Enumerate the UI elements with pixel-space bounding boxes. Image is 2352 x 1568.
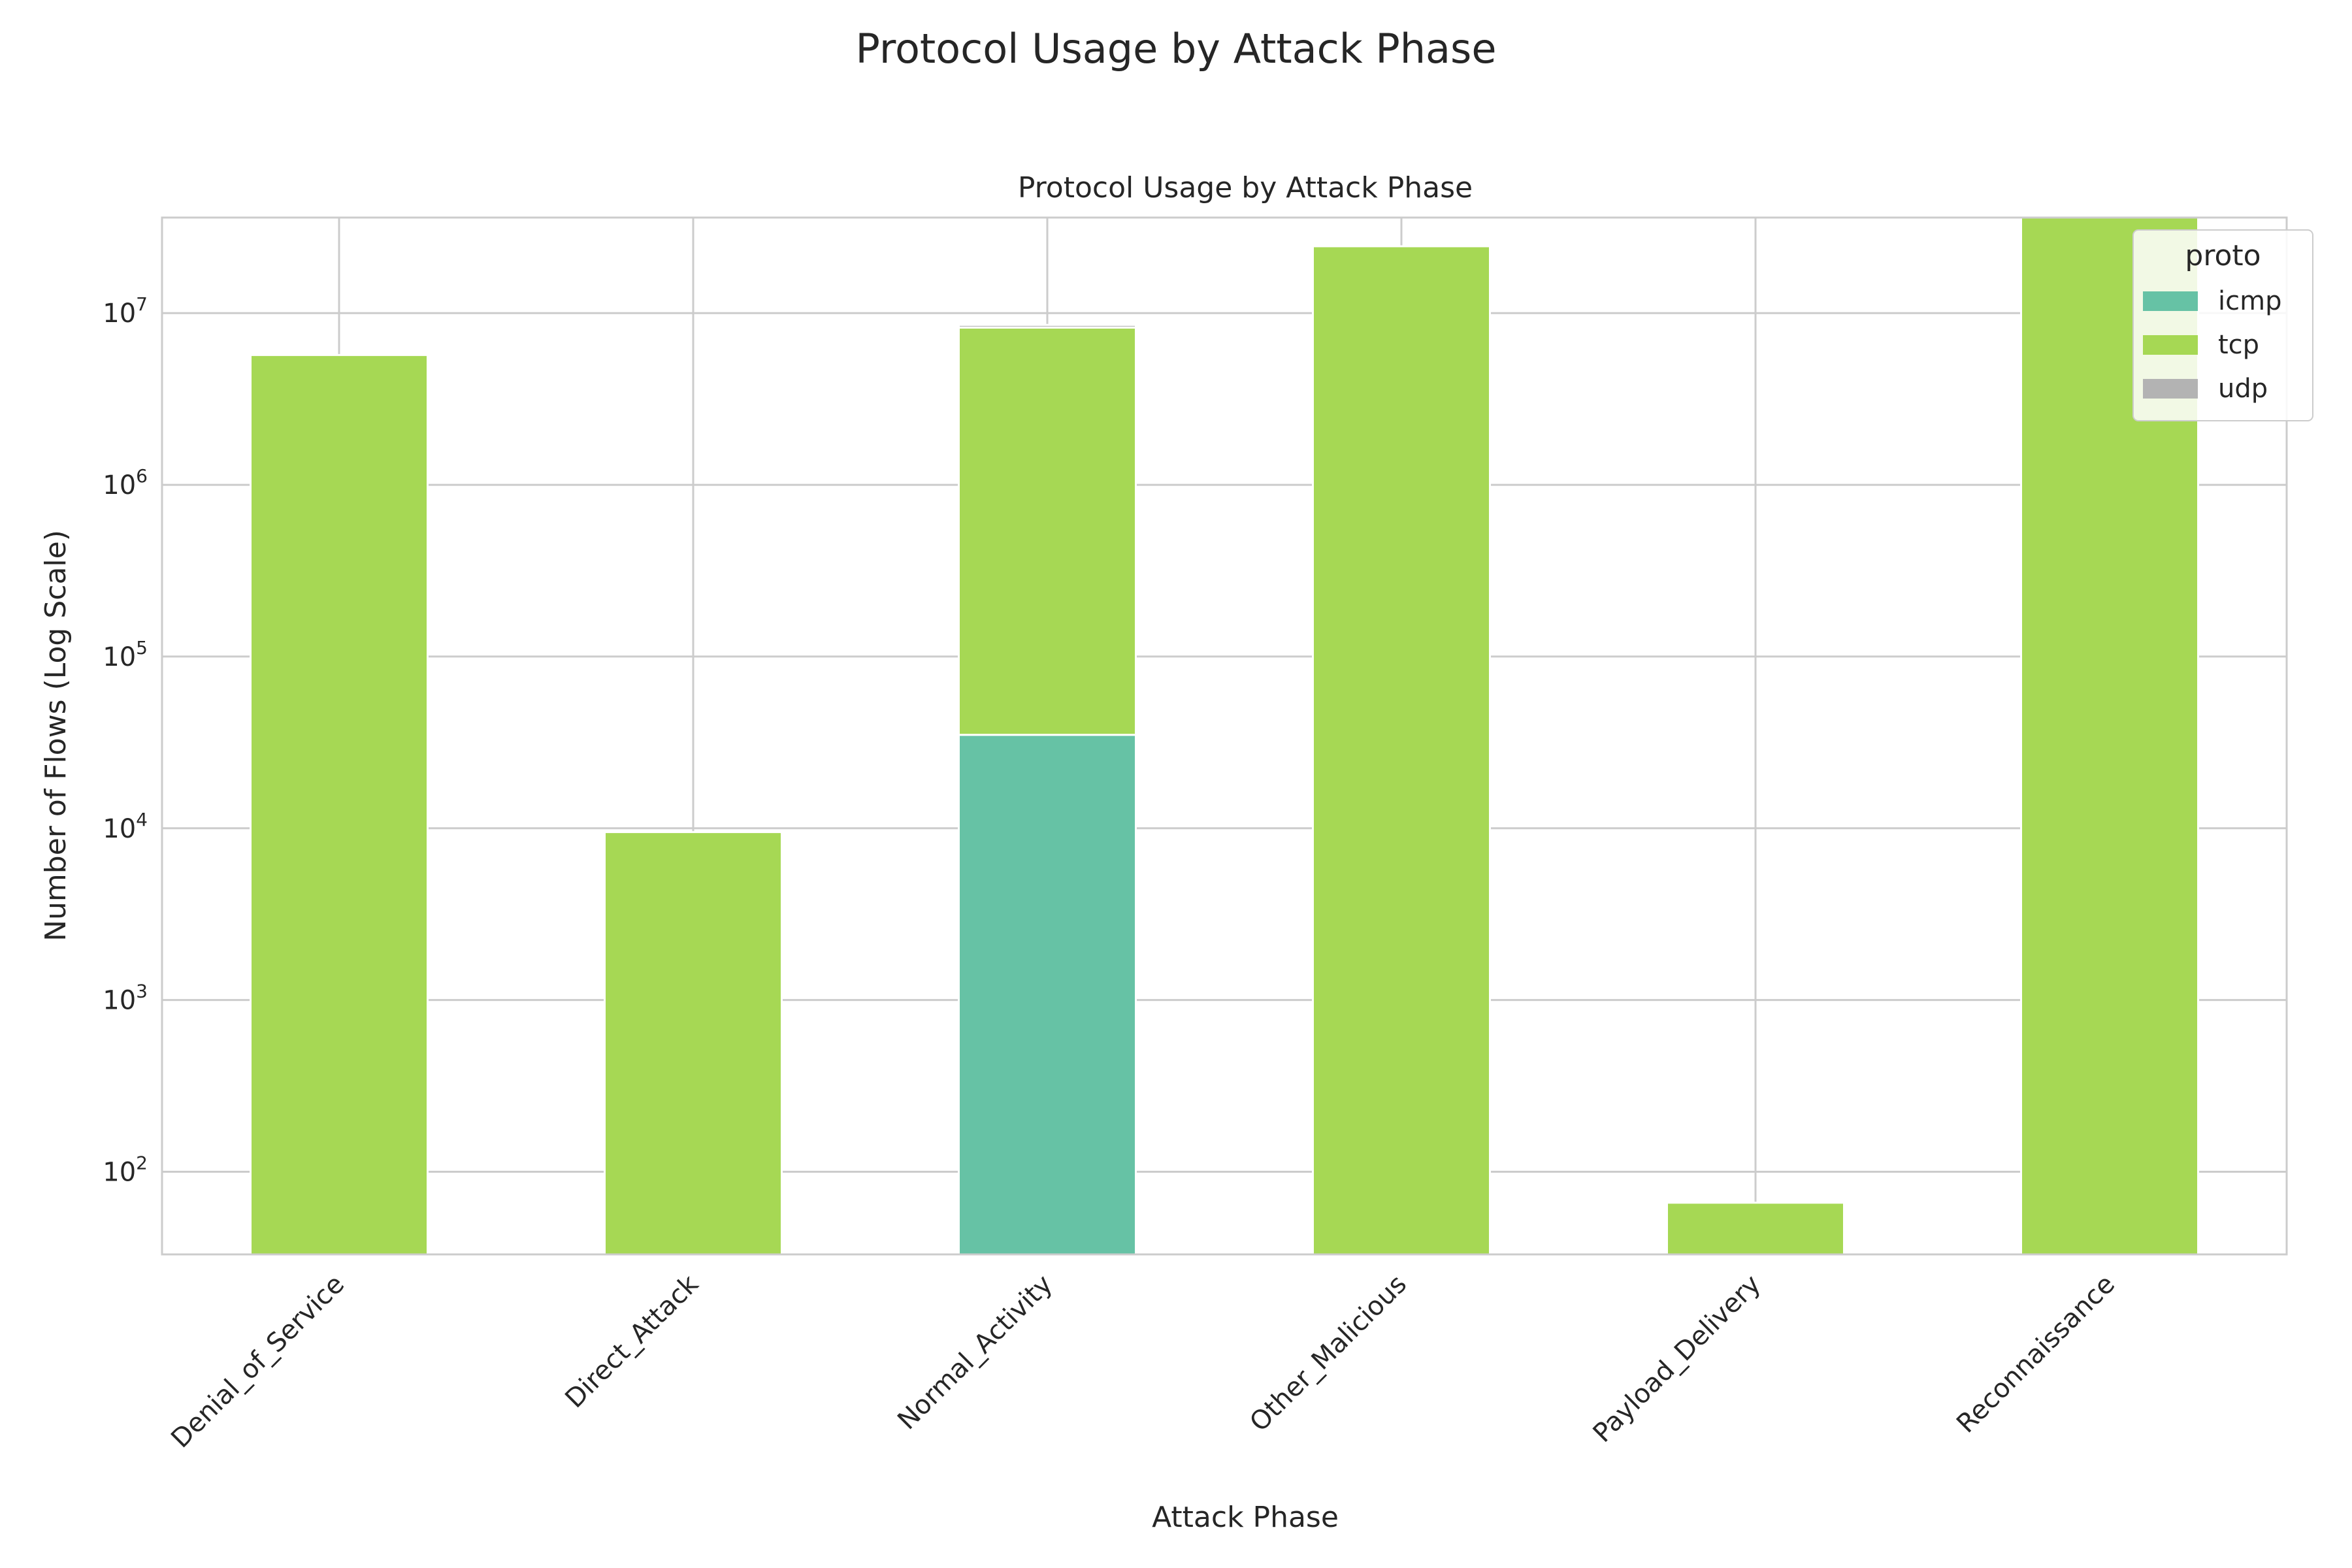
bar-tcp-normal_activity <box>958 326 1137 736</box>
legend: proto icmp tcp udp <box>2132 229 2313 421</box>
bar-udp-normal_activity <box>958 323 1137 329</box>
x-axis-label: Attack Phase <box>1152 1501 1339 1534</box>
grid-lines <box>162 218 2287 1254</box>
x-tick-labels: Denial_of_Service Direct_Attack Normal_Act… <box>165 1269 2121 1454</box>
y-tick-labels: 102 103 104 105 106 107 <box>103 293 148 1187</box>
legend-swatch-tcp <box>2143 335 2198 355</box>
legend-label-udp: udp <box>2218 374 2268 404</box>
legend-label-icmp: icmp <box>2218 286 2281 316</box>
y-tick-label: 104 <box>103 809 148 844</box>
bar-tcp-direct_attack <box>604 831 783 1256</box>
bar-tcp-payload_delivery <box>1666 1201 1845 1256</box>
legend-box <box>2132 229 2313 421</box>
axes-title: Protocol Usage by Attack Phase <box>1018 171 1473 204</box>
bar-icmp-normal_activity <box>958 734 1137 1256</box>
legend-label-tcp: tcp <box>2218 330 2259 360</box>
legend-swatch-udp <box>2143 379 2198 399</box>
x-tick-label: Denial_of_Service <box>165 1269 350 1454</box>
legend-title: proto <box>2185 239 2261 272</box>
y-tick-label: 103 <box>103 981 148 1016</box>
bars <box>250 216 2199 1256</box>
y-tick-label: 107 <box>103 293 148 329</box>
bar-tcp-other_malicious <box>1312 245 1491 1256</box>
x-tick-label: Normal_Activity <box>892 1269 1058 1436</box>
plot-frame <box>161 216 2288 1256</box>
y-tick-label: 105 <box>103 637 148 672</box>
x-tick-label: Reconnaissance <box>1951 1269 2121 1439</box>
y-tick-label: 106 <box>103 465 148 500</box>
figure-title: Protocol Usage by Attack Phase <box>855 25 1497 73</box>
x-tick-label: Direct_Attack <box>559 1269 704 1414</box>
legend-swatch-icmp <box>2143 291 2198 311</box>
y-axis-label: Number of Flows (Log Scale) <box>39 530 73 941</box>
y-tick-label: 102 <box>103 1152 148 1187</box>
bar-tcp-denial_of_service <box>250 353 429 1256</box>
x-tick-label: Payload_Delivery <box>1588 1269 1767 1448</box>
x-tick-label: Other_Malicious <box>1244 1269 1413 1438</box>
